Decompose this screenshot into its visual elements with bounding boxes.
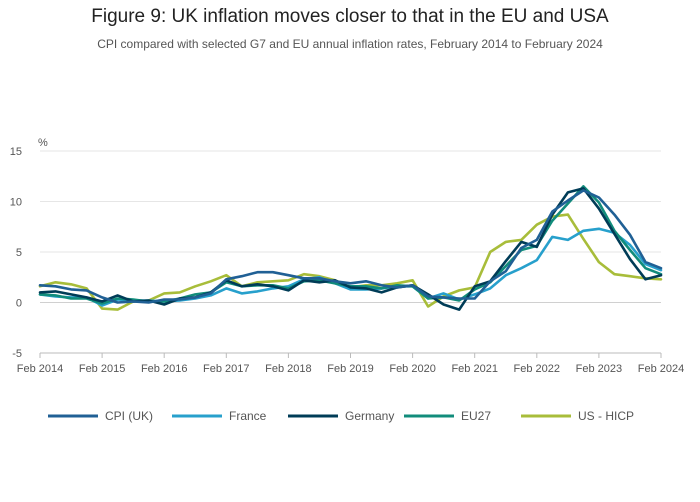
- legend-label-eu27: EU27: [461, 409, 491, 423]
- series-line-cpi-uk: [38, 189, 663, 304]
- chart-subtitle: CPI compared with selected G7 and EU ann…: [97, 37, 603, 51]
- series-line-germany: [38, 187, 663, 311]
- y-tick-label: 5: [16, 247, 22, 259]
- x-tick-label: Feb 2018: [265, 363, 311, 375]
- chart-title: Figure 9: UK inflation moves closer to t…: [91, 6, 609, 27]
- series-line-france: [38, 227, 663, 307]
- x-tick-label: Feb 2019: [327, 363, 373, 375]
- legend-label-france: France: [229, 409, 267, 423]
- y-axis-unit-label: %: [38, 137, 48, 149]
- legend: CPI (UK) France Germany EU27 US - HICP: [48, 409, 634, 423]
- series-lines: [38, 185, 663, 311]
- y-tick-label: 10: [10, 197, 22, 209]
- x-tick-label: Feb 2022: [514, 363, 560, 375]
- x-tick-label: Feb 2015: [79, 363, 125, 375]
- y-tick-label: 15: [10, 146, 22, 158]
- x-tick-label: Feb 2020: [389, 363, 435, 375]
- x-tick-label: Feb 2014: [17, 363, 63, 375]
- x-tick-label: Feb 2023: [576, 363, 622, 375]
- x-tick-label: Feb 2021: [451, 363, 497, 375]
- x-tick-label: Feb 2024: [638, 363, 684, 375]
- x-tick-label: Feb 2017: [203, 363, 249, 375]
- legend-label-us-hicp: US - HICP: [578, 409, 634, 423]
- legend-label-germany: Germany: [345, 409, 394, 423]
- y-tick-label: -5: [12, 348, 22, 360]
- y-tick-label: 0: [16, 298, 22, 310]
- axes: -5 0 5 10 15% Feb 2014 Feb 2015 Feb 2016 Feb 201…: [10, 137, 684, 375]
- series-line-eu27: [38, 185, 663, 305]
- gridlines: [40, 150, 661, 354]
- series-line-us-hicp: [38, 213, 663, 311]
- x-tick-label: Feb 2016: [141, 363, 187, 375]
- legend-label-cpi-uk: CPI (UK): [105, 409, 153, 423]
